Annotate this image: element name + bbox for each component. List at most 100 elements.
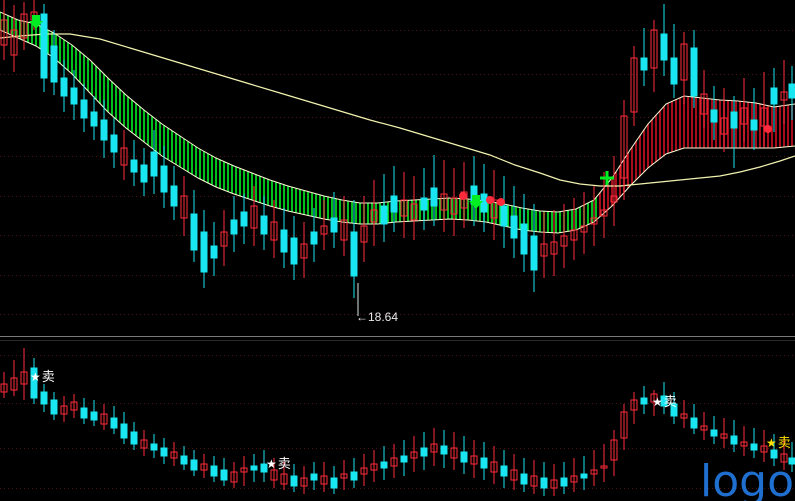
signal-dot-marker[interactable]: [764, 125, 772, 133]
candle-body: [260, 463, 268, 473]
candle-body: [320, 225, 328, 235]
gridline: [0, 488, 795, 489]
candle-body: [110, 417, 118, 429]
candle-body: [470, 455, 478, 465]
candle-body: [480, 457, 488, 469]
candle-body: [740, 441, 748, 447]
candle-body: [640, 397, 648, 405]
candle-body: [130, 159, 138, 173]
candle-body: [220, 469, 228, 481]
candle-body: [650, 393, 658, 403]
candle-body: [770, 449, 778, 459]
signal-dot-marker[interactable]: [497, 198, 505, 206]
candle-body: [430, 187, 438, 207]
candle-body: [360, 225, 368, 243]
candle-body: [600, 209, 608, 217]
candle-body: [270, 469, 278, 481]
candle-body: [670, 403, 678, 417]
candle-body: [250, 205, 258, 229]
candle-body: [280, 229, 288, 253]
candle-body: [120, 423, 128, 439]
gridline: [0, 403, 795, 404]
candle-body: [500, 465, 508, 477]
candle-body: [550, 241, 558, 255]
candle-body: [140, 164, 148, 183]
candle-body: [180, 455, 188, 465]
candle-body: [130, 431, 138, 445]
candle-body: [170, 185, 178, 207]
candle-body: [560, 477, 568, 487]
candle-body: [190, 213, 198, 251]
signal-cross-marker[interactable]: [600, 171, 614, 185]
candle-body: [680, 43, 688, 81]
candle-body: [550, 479, 558, 489]
price-annotation-label: ←18.64: [356, 310, 399, 324]
candle-body: [20, 13, 28, 39]
candle-body: [110, 134, 118, 153]
signal-arrow-down-marker[interactable]: [29, 15, 43, 29]
ma-line: [0, 33, 795, 187]
panel-divider-secondary: [0, 340, 795, 341]
candle-body: [760, 107, 768, 127]
candle-body: [500, 205, 508, 227]
candle-body: [360, 467, 368, 475]
candle-body: [510, 215, 518, 239]
candle-body: [310, 231, 318, 245]
candle-body: [120, 147, 128, 166]
candle-body: [240, 467, 248, 473]
candle-body: [540, 477, 548, 489]
candle-body: [290, 475, 298, 487]
candle-body: [770, 87, 778, 105]
candle-body: [410, 451, 418, 459]
candle-body: [230, 219, 238, 235]
candle-body: [330, 477, 338, 489]
gridline: [0, 74, 795, 75]
candle-body: [60, 405, 68, 415]
candle-body: [400, 199, 408, 217]
candle-body: [740, 107, 748, 125]
logo-watermark: logo: [700, 456, 794, 501]
candle-body: [60, 77, 68, 97]
candle-body: [200, 463, 208, 471]
sell-signal-marker[interactable]: ★卖: [766, 436, 791, 451]
candle-body: [650, 29, 658, 69]
candle-body: [700, 425, 708, 431]
candle-body: [430, 443, 438, 453]
signal-dot-marker[interactable]: [486, 196, 494, 204]
sell-signal-marker[interactable]: ★卖: [30, 371, 55, 385]
candle-body: [440, 445, 448, 455]
candle-body: [420, 447, 428, 457]
candle-body: [80, 407, 88, 419]
candle-body: [590, 469, 598, 475]
candle-body: [630, 399, 638, 411]
candle-body: [760, 445, 768, 453]
sell-signal-marker[interactable]: ★卖: [266, 458, 291, 472]
candle-body: [780, 453, 788, 463]
candle-body: [660, 395, 668, 407]
candle-body: [210, 465, 218, 477]
sub-signal-panel[interactable]: [0, 340, 795, 501]
candle-body: [450, 447, 458, 459]
sell-signal-marker[interactable]: ★卖: [652, 396, 677, 410]
candle-body: [210, 245, 218, 259]
candle-body: [240, 211, 248, 227]
signal-dot-marker[interactable]: [459, 192, 467, 200]
main-price-panel[interactable]: ←18.64: [0, 0, 795, 336]
candle-body: [220, 231, 228, 247]
candle-body: [280, 473, 288, 485]
candle-body: [540, 243, 548, 257]
candle-body: [750, 119, 758, 131]
star-icon: ★: [766, 436, 777, 450]
candle-body: [690, 47, 698, 97]
candle-body: [50, 45, 58, 83]
candle-body: [0, 383, 8, 393]
candle-body: [300, 243, 308, 259]
candle-body: [788, 457, 795, 465]
candle-body: [620, 411, 628, 439]
candle-body: [80, 99, 88, 119]
signal-arrow-down-marker[interactable]: [469, 195, 483, 209]
candle-body: [20, 371, 28, 385]
candle-body: [630, 57, 638, 113]
candle-body: [460, 451, 468, 463]
